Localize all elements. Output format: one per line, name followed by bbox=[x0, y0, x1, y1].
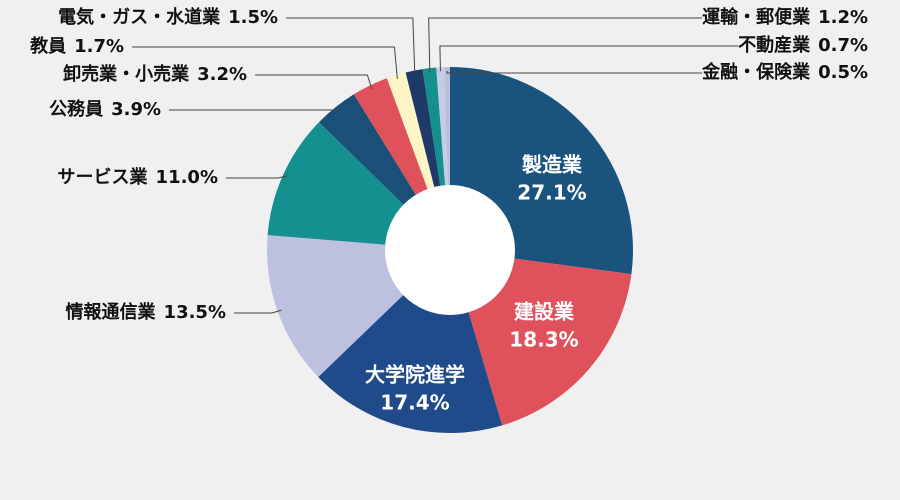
category-name: 卸売業・小売業 bbox=[63, 63, 190, 85]
slice-label: サービス業 11.0% bbox=[58, 166, 218, 188]
leader-line bbox=[439, 45, 739, 72]
slice-label: 卸売業・小売業 3.2% bbox=[63, 63, 247, 85]
value-label: 3.9% bbox=[111, 99, 161, 120]
slice-label: 公務員 3.9% bbox=[49, 98, 161, 120]
slice-label: 情報通信業 13.5% bbox=[66, 301, 226, 323]
leader-line bbox=[255, 74, 373, 90]
slice-label: 教員 1.7% bbox=[30, 35, 124, 57]
slice-label: 建設業 bbox=[514, 300, 575, 324]
value-label: 18.3% bbox=[509, 328, 578, 352]
donut-hole bbox=[385, 185, 515, 315]
category-name: 運輸・郵便業 bbox=[702, 6, 811, 28]
leader-line bbox=[132, 46, 398, 79]
category-name: 教員 bbox=[30, 35, 66, 57]
slice-label: 製造業 bbox=[522, 153, 583, 177]
category-name: サービス業 bbox=[58, 166, 149, 188]
value-label: 1.2% bbox=[818, 7, 868, 28]
value-label: 27.1% bbox=[517, 181, 586, 205]
category-name: 情報通信業 bbox=[66, 301, 157, 323]
category-name: 不動産業 bbox=[738, 34, 811, 56]
slice-label: 運輸・郵便業 1.2% bbox=[702, 6, 868, 28]
value-label: 0.5% bbox=[818, 62, 868, 83]
category-name: 公務員 bbox=[49, 98, 103, 120]
leader-line bbox=[286, 17, 416, 75]
slice-label: 金融・保険業 0.5% bbox=[701, 61, 868, 83]
value-label: 0.7% bbox=[818, 35, 868, 56]
value-label: 17.4% bbox=[380, 391, 449, 415]
leader-line bbox=[234, 309, 282, 314]
value-label: 11.0% bbox=[156, 167, 218, 188]
leader-line bbox=[226, 175, 288, 179]
value-label: 1.7% bbox=[74, 36, 124, 57]
slice-label: 大学院進学 bbox=[365, 363, 465, 387]
value-label: 1.5% bbox=[228, 7, 278, 28]
slice-label: 不動産業 0.7% bbox=[738, 34, 868, 56]
category-name: 電気・ガス・水道業 bbox=[58, 6, 221, 28]
leader-line bbox=[446, 70, 703, 74]
value-label: 13.5% bbox=[164, 302, 226, 323]
value-label: 3.2% bbox=[197, 64, 247, 85]
category-name: 金融・保険業 bbox=[701, 61, 811, 83]
leader-line bbox=[428, 17, 703, 73]
slice-label: 電気・ガス・水道業 1.5% bbox=[58, 6, 278, 28]
